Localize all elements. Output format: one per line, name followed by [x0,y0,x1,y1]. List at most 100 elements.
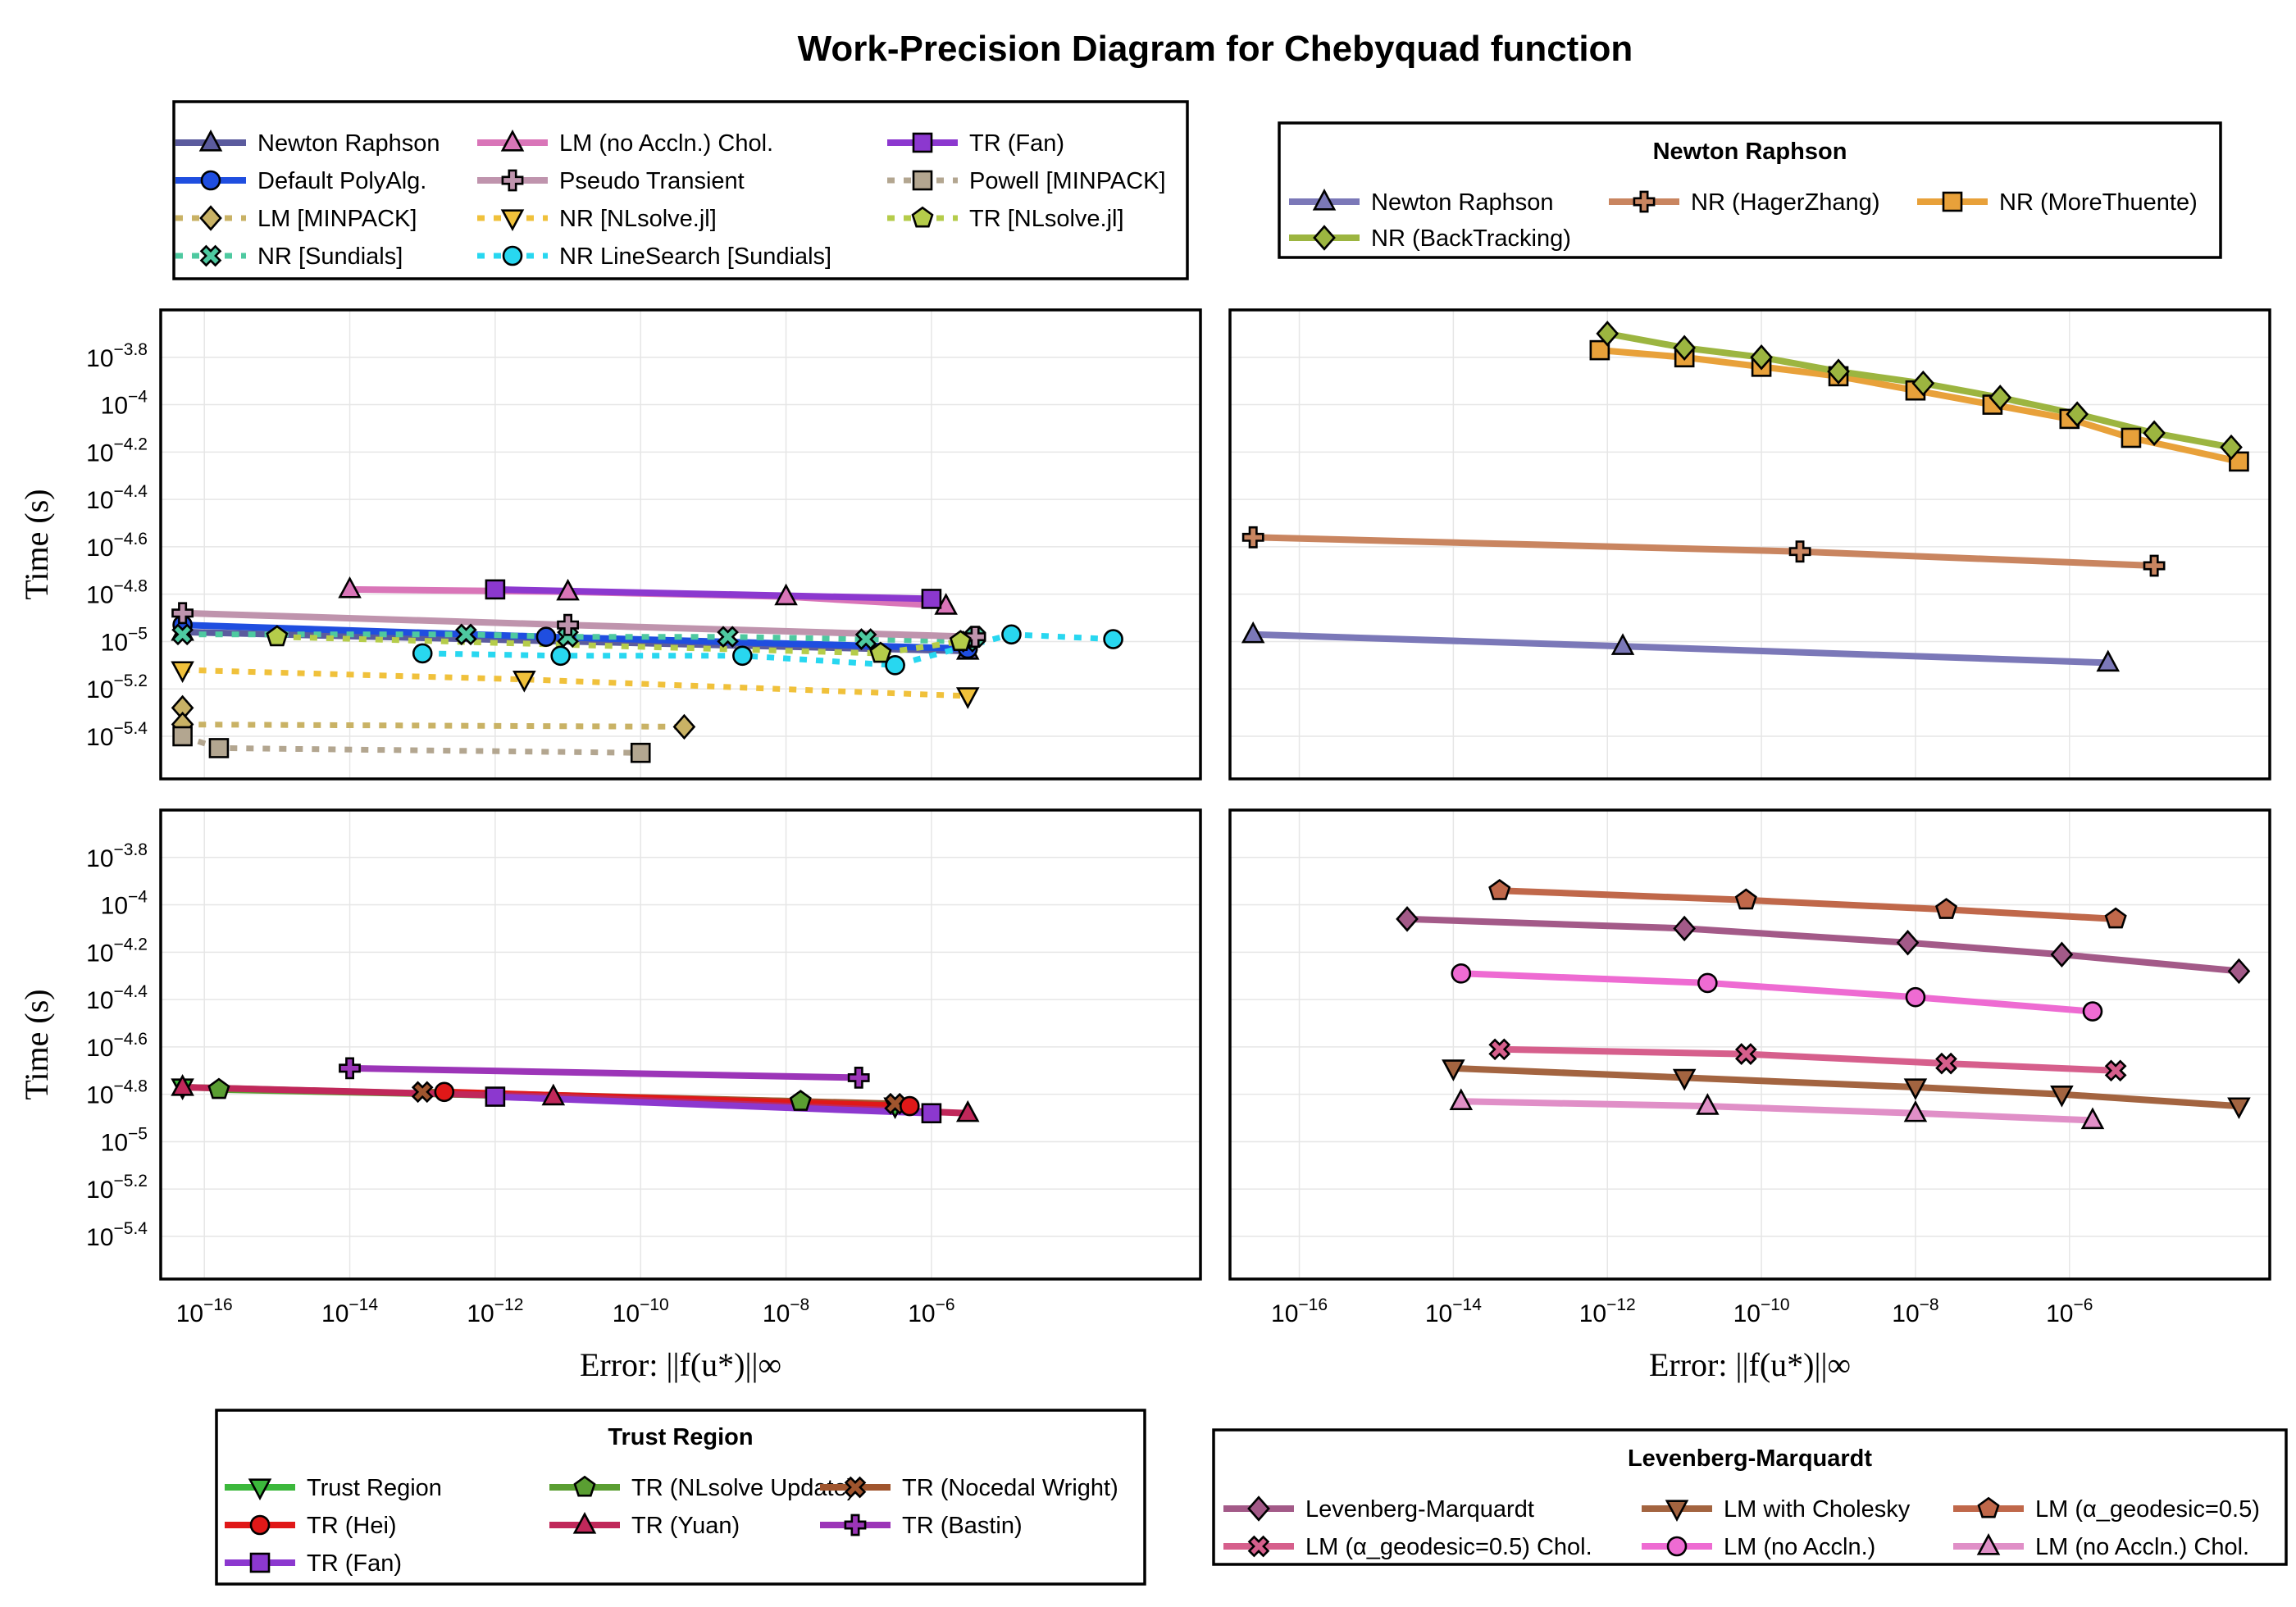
legend-swatch-marker [1977,1496,2000,1518]
y-tick-label: 10−5.4 [86,1219,148,1251]
legend-3: Trust Region Trust Region TR (Hei) TR (Fan)… [215,1409,1146,1586]
data-point [207,1077,230,1099]
legend-label: Powell [MINPACK] [969,168,1166,194]
data-point [2227,958,2251,985]
y-tick-label: 10−5.4 [86,719,148,751]
data-point [854,628,877,650]
data-point [1589,339,1610,361]
y-tick-label: 10−4.2 [86,435,148,467]
x-axis-label: Error: ||f(u*)||∞ [1649,1346,1851,1383]
data-point [789,1090,812,1111]
data-point [1896,930,1920,956]
legend-item: NR (BackTracking) [1289,225,1571,252]
legend-swatch-marker [1633,190,1656,213]
legend-label: TR (Hei) [307,1513,397,1539]
legend-item: TR (Fan) [887,130,1064,157]
legend-item: TR (Fan) [225,1550,402,1577]
data-point [1488,1038,1511,1061]
data-point [2104,1059,2127,1082]
panel-bottom-right: 10−16 10−14 10−12 10−10 10−8 10−6 Error: ||f(u… [1228,808,2271,1383]
data-point [171,623,194,646]
y-tick-label: 10−4.4 [86,482,148,514]
legend-label: Trust Region [307,1475,442,1501]
y-tick-label: 10−4.4 [86,982,148,1014]
data-point [557,613,580,636]
legend-swatch-marker [500,130,525,152]
legend-item: NR LineSearch [Sundials] [477,244,831,270]
data-point [1449,1088,1474,1110]
data-point [1697,972,1718,994]
y-tick-label: 10−5.2 [86,671,148,703]
legend-1: Newton Raphson Default PolyAlg. LM [MINPAC… [172,100,1189,280]
data-point [1103,629,1123,649]
data-point [955,1099,980,1122]
legend-swatch-marker [248,1478,272,1500]
data-point [535,626,557,647]
data-point [1673,335,1696,361]
y-tick-label: 10−4.8 [86,1077,148,1109]
data-point [1001,624,1022,645]
legend-label: NR (HagerZhang) [1691,189,1879,216]
series-line [1499,887,2116,922]
data-point [1903,1078,1928,1100]
figure-title: Work-Precision Diagram for Chebyquad fun… [798,29,1633,69]
legend-swatch-marker [1247,1495,1270,1522]
data-point [1903,1099,1928,1122]
x-tick-label: 10−12 [1579,1295,1636,1327]
legend-swatch-marker [502,245,523,266]
legend-item: TR (Nocedal Wright) [820,1475,1118,1501]
legend-item: Trust Region [225,1475,442,1501]
data-point [732,645,753,667]
series-line [180,708,685,730]
y-tick-label: 10−3.8 [86,840,148,872]
legend-swatch-marker [1942,191,1963,212]
data-point [2066,401,2089,427]
data-point [900,1095,920,1117]
y-tick-label: 10−4.8 [86,577,148,609]
series-line [1253,534,2155,569]
data-point [512,671,536,693]
data-point [455,623,477,646]
legend-swatch-marker [844,1514,867,1536]
data-point [171,1074,194,1096]
data-point [672,713,696,740]
legend-swatch-marker [572,1512,597,1534]
x-tick-label: 10−16 [1271,1295,1328,1327]
data-point [2229,451,2249,472]
legend-swatch-marker [1312,189,1337,211]
data-point [885,655,905,676]
data-point [1911,370,1935,397]
data-point [2082,1001,2103,1022]
legend-swatch-marker [199,244,222,267]
data-point [171,661,194,684]
data-point [1610,633,1635,655]
series-line [1460,1098,2093,1124]
legend-frame [215,1409,1146,1586]
data-point [434,1081,455,1103]
legend-label: Newton Raphson [1371,189,1553,216]
data-point [2121,427,2142,448]
plot-area [171,576,1123,763]
legend-label: Levenberg-Marquardt [1305,1496,1534,1523]
legend-swatch-marker [911,206,934,228]
data-point [869,641,892,663]
data-point [955,687,980,709]
legend-label: LM (no Accln.) Chol. [2035,1534,2249,1560]
data-point [630,742,651,763]
legend-swatch-marker [912,132,933,153]
legend-frame [172,100,1189,280]
series-line [422,631,1114,668]
series-line [181,733,641,756]
legend-label: LM (no Accln.) [1724,1534,1875,1560]
data-point [1241,526,1264,549]
legend-item: TR (NLsolve Update) [549,1475,854,1501]
legend-title: Trust Region [608,1424,753,1450]
x-tick-label: 10−10 [1733,1295,1790,1327]
data-point [485,579,506,600]
data-point [1734,888,1757,910]
data-point [2104,907,2127,929]
data-point [921,1103,942,1124]
x-tick-label: 10−12 [467,1295,523,1327]
data-point [550,645,571,667]
data-point [412,643,433,664]
